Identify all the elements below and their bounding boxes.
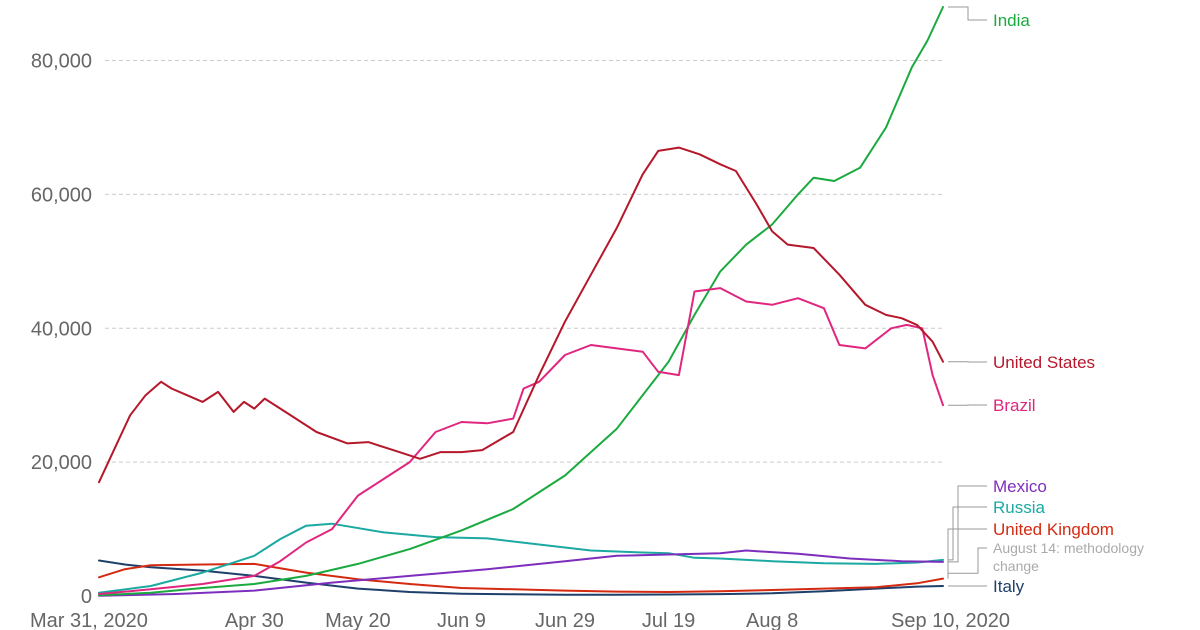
series-label-united-states: United States <box>993 353 1095 372</box>
series-line-united-kingdom <box>98 562 944 593</box>
grid-layer <box>105 60 943 463</box>
x-tick-label: Jun 9 <box>437 610 486 630</box>
x-tick-label: Apr 30 <box>225 610 284 630</box>
x-tick-label: May 20 <box>325 610 391 630</box>
x-tick-label: Mar 31, 2020 <box>30 610 148 630</box>
y-tick-label: 40,000 <box>31 318 92 340</box>
y-tick-label: 20,000 <box>31 452 92 474</box>
x-axis-ticks: Mar 31, 2020 Apr 30 May 20 Jun 9 Jun 29 Jul 1… <box>30 610 1010 630</box>
series-label-russia: Russia <box>993 498 1046 517</box>
series-label-india: India <box>993 11 1030 30</box>
y-tick-label: 60,000 <box>31 184 92 206</box>
x-tick-label: Jul 19 <box>642 610 695 630</box>
series-label-italy: Italy <box>993 577 1025 596</box>
series-line-brazil <box>98 287 944 595</box>
series-line-india <box>98 6 944 597</box>
connector-annotation <box>948 547 987 574</box>
methodology-note: August 14: methodology change <box>993 540 1144 574</box>
series-line-russia <box>98 522 944 594</box>
x-tick-label: Aug 8 <box>746 610 798 630</box>
y-tick-label: 80,000 <box>31 51 92 73</box>
connector-mexico <box>948 485 987 563</box>
x-tick-label: Jun 29 <box>535 610 595 630</box>
connector-russia <box>948 506 987 561</box>
connector-united-kingdom <box>947 528 987 579</box>
y-tick-label: 0 <box>81 586 92 608</box>
series-line-united-states <box>98 146 944 484</box>
series-line-italy <box>98 559 944 596</box>
series-labels: India United States Brazil Mexico Russia Unit… <box>947 6 1144 596</box>
y-axis-ticks: 0 20,000 40,000 60,000 80,000 <box>31 51 92 608</box>
series-line-mexico <box>98 549 944 597</box>
series-lines <box>98 6 944 597</box>
connector-india <box>948 6 987 21</box>
series-label-united-kingdom: United Kingdom <box>993 520 1114 539</box>
series-label-brazil: Brazil <box>993 396 1036 415</box>
series-label-mexico: Mexico <box>993 477 1047 496</box>
x-tick-label: Sep 10, 2020 <box>891 610 1010 630</box>
